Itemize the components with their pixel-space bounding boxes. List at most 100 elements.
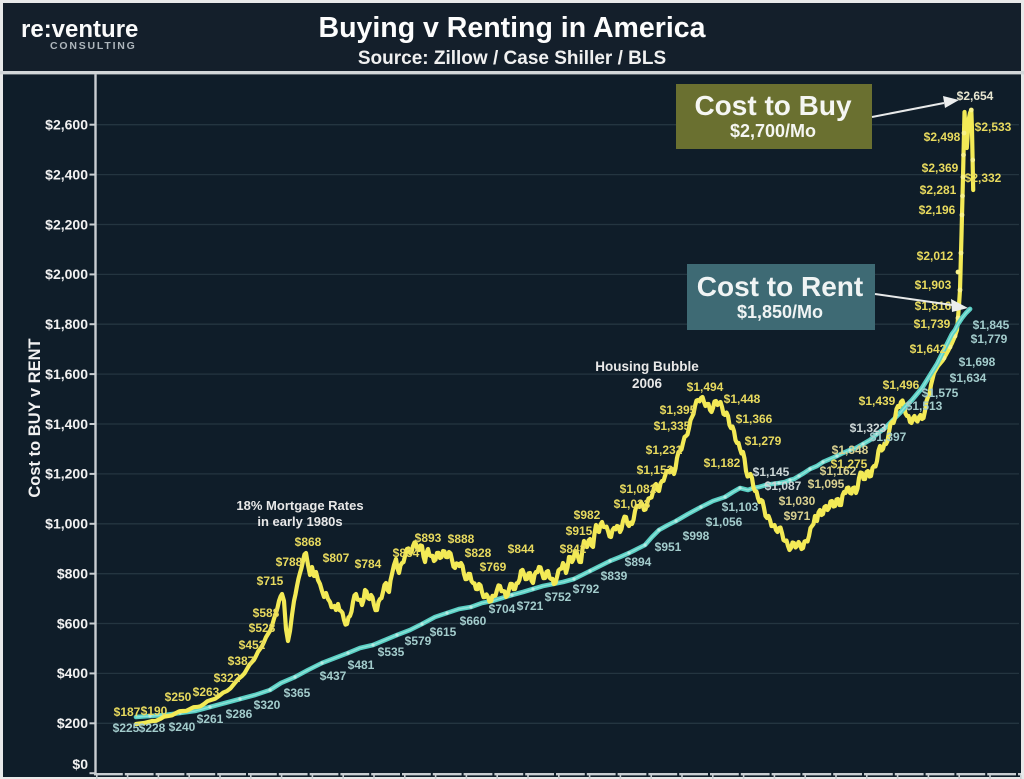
svg-text:re:venture: re:venture: [21, 16, 138, 43]
svg-text:$2,332: $2,332: [965, 171, 1002, 185]
svg-text:$1,800: $1,800: [45, 316, 88, 332]
svg-text:$1,200: $1,200: [45, 466, 88, 482]
svg-text:$834: $834: [393, 546, 420, 560]
svg-text:$1,496: $1,496: [883, 378, 920, 392]
svg-text:$1,439: $1,439: [859, 394, 896, 408]
svg-text:$1,395: $1,395: [660, 403, 697, 417]
svg-text:$1,231: $1,231: [646, 443, 683, 457]
svg-text:$842: $842: [560, 542, 587, 556]
svg-text:$951: $951: [655, 540, 682, 554]
svg-text:$387: $387: [228, 654, 255, 668]
svg-text:$2,498: $2,498: [924, 130, 961, 144]
svg-text:2006: 2006: [632, 376, 663, 391]
svg-text:$1,779: $1,779: [971, 332, 1008, 346]
svg-text:Cost to BUY v RENT: Cost to BUY v RENT: [26, 338, 44, 497]
svg-text:$893: $893: [415, 531, 442, 545]
svg-text:Housing Bubble: Housing Bubble: [595, 359, 699, 374]
svg-text:$2,281: $2,281: [920, 183, 957, 197]
svg-text:$2,654: $2,654: [957, 89, 994, 103]
svg-text:$982: $982: [574, 508, 601, 522]
svg-text:$600: $600: [57, 615, 88, 631]
svg-text:CONSULTING: CONSULTING: [50, 40, 137, 52]
svg-text:$1,152: $1,152: [637, 463, 674, 477]
svg-text:18% Mortgage Rates: 18% Mortgage Rates: [236, 498, 363, 513]
svg-text:$868: $868: [295, 535, 322, 549]
svg-text:$2,196: $2,196: [919, 203, 956, 217]
svg-text:$800: $800: [57, 566, 88, 582]
svg-text:Source: Zillow / Case Shiller: Source: Zillow / Case Shiller / BLS: [358, 48, 666, 69]
svg-text:$0: $0: [72, 756, 88, 772]
svg-text:$660: $660: [460, 614, 487, 628]
svg-text:Buying v Renting in America: Buying v Renting in America: [319, 12, 707, 44]
svg-text:$588: $588: [253, 606, 280, 620]
svg-text:$2,200: $2,200: [45, 216, 88, 232]
svg-text:$579: $579: [405, 634, 432, 648]
svg-text:$1,400: $1,400: [45, 416, 88, 432]
svg-text:$1,030: $1,030: [779, 494, 816, 508]
svg-text:$225: $225: [113, 721, 140, 735]
svg-text:$1,366: $1,366: [736, 412, 773, 426]
svg-text:$263: $263: [193, 685, 220, 699]
svg-text:Cost to Rent: Cost to Rent: [697, 271, 863, 302]
svg-text:$998: $998: [683, 529, 710, 543]
svg-text:$792: $792: [573, 582, 600, 596]
svg-text:$2,000: $2,000: [45, 266, 88, 282]
svg-text:$1,323: $1,323: [850, 421, 887, 435]
svg-text:$528: $528: [249, 621, 276, 635]
svg-text:$1,634: $1,634: [950, 371, 987, 385]
svg-text:$190: $190: [141, 704, 168, 718]
svg-text:$437: $437: [320, 669, 347, 683]
svg-text:$1,575: $1,575: [922, 386, 959, 400]
svg-text:$1,082: $1,082: [620, 482, 657, 496]
svg-text:$721: $721: [517, 599, 544, 613]
svg-text:$2,600: $2,600: [45, 117, 88, 133]
svg-text:$1,698: $1,698: [959, 355, 996, 369]
svg-text:$2,400: $2,400: [45, 166, 88, 182]
svg-text:Cost to Buy: Cost to Buy: [694, 90, 852, 121]
svg-text:$769: $769: [480, 560, 507, 574]
svg-text:$322: $322: [214, 671, 241, 685]
svg-text:$971: $971: [784, 509, 811, 523]
svg-text:$200: $200: [57, 715, 88, 731]
svg-text:$1,103: $1,103: [722, 500, 759, 514]
svg-text:$250: $250: [165, 690, 192, 704]
svg-text:$1,739: $1,739: [914, 317, 951, 331]
svg-text:$320: $320: [254, 698, 281, 712]
svg-text:$1,850/Mo: $1,850/Mo: [737, 302, 823, 322]
svg-text:$452: $452: [239, 638, 266, 652]
svg-text:$1,087: $1,087: [765, 479, 802, 493]
svg-text:$1,145: $1,145: [753, 465, 790, 479]
svg-text:$240: $240: [169, 720, 196, 734]
svg-text:$828: $828: [465, 546, 492, 560]
svg-text:$894: $894: [625, 555, 652, 569]
svg-text:$1,494: $1,494: [687, 380, 724, 394]
svg-text:$1,600: $1,600: [45, 366, 88, 382]
svg-text:$1,845: $1,845: [973, 318, 1010, 332]
svg-text:$187: $187: [114, 705, 141, 719]
svg-text:$1,000: $1,000: [45, 516, 88, 532]
svg-text:$1,023: $1,023: [614, 497, 651, 511]
svg-text:$888: $888: [448, 532, 475, 546]
svg-text:$807: $807: [323, 551, 350, 565]
svg-text:$286: $286: [226, 707, 253, 721]
svg-text:$1,279: $1,279: [745, 434, 782, 448]
svg-text:$365: $365: [284, 686, 311, 700]
svg-text:$1,056: $1,056: [706, 515, 743, 529]
svg-text:in early 1980s: in early 1980s: [257, 514, 342, 529]
svg-text:$752: $752: [545, 590, 572, 604]
svg-text:$1,162: $1,162: [820, 464, 857, 478]
svg-text:$839: $839: [601, 569, 628, 583]
svg-text:$844: $844: [508, 542, 535, 556]
svg-text:$615: $615: [430, 625, 457, 639]
svg-text:$1,448: $1,448: [724, 392, 761, 406]
svg-text:$2,533: $2,533: [975, 120, 1012, 134]
svg-text:$784: $784: [355, 557, 382, 571]
svg-text:$400: $400: [57, 665, 88, 681]
svg-text:$1,642: $1,642: [910, 342, 947, 356]
svg-text:$1,182: $1,182: [704, 456, 741, 470]
svg-text:$535: $535: [378, 645, 405, 659]
svg-text:$715: $715: [257, 574, 284, 588]
svg-text:$1,397: $1,397: [870, 430, 907, 444]
svg-text:$788: $788: [276, 555, 303, 569]
svg-text:$1,095: $1,095: [808, 477, 845, 491]
